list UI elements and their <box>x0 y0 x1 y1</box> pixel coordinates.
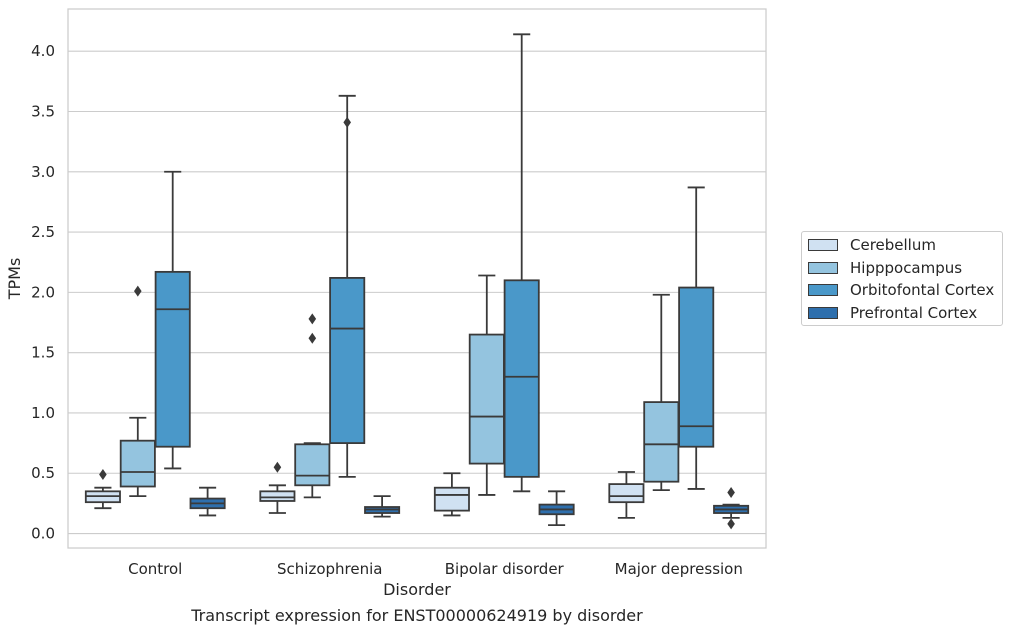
box-iqr <box>329 276 366 444</box>
box-iqr <box>468 333 505 465</box>
legend-item: Cerebellum <box>808 235 936 255</box>
y-tick-label: 3.0 <box>31 163 55 181</box>
box-iqr <box>678 286 715 448</box>
box-iqr <box>433 486 470 512</box>
box-cerebellum <box>433 472 470 517</box>
outlier-point <box>273 461 282 473</box>
legend-label: Orbitofontal Cortex <box>850 281 995 299</box>
legend-swatch <box>808 239 838 251</box>
box-iqr <box>119 439 156 488</box>
legend-label: Cerebellum <box>850 236 936 254</box>
chart-caption: Transcript expression for ENST0000062491… <box>191 606 643 625</box>
y-tick-label: 3.5 <box>31 102 55 120</box>
box-iqr <box>643 401 680 483</box>
x-tick-label: Major depression <box>615 560 743 578</box>
box-cerebellum <box>259 461 296 514</box>
box-iqr <box>294 443 331 487</box>
legend-label: Prefrontal Cortex <box>850 303 978 322</box>
box-hipppocampus <box>294 313 331 499</box>
box-hipppocampus <box>119 285 156 498</box>
box-hipppocampus <box>468 274 505 496</box>
box-prefrontal-cortex <box>364 495 401 518</box>
box-cerebellum <box>608 471 645 519</box>
legend-swatch <box>808 284 838 296</box>
box-iqr <box>503 279 540 478</box>
y-tick-label: 1.5 <box>31 344 55 362</box>
box-prefrontal-cortex <box>713 487 750 530</box>
legend-item: Orbitofontal Cortex <box>808 280 994 300</box>
box-hipppocampus <box>643 293 680 492</box>
outlier-point <box>308 332 317 344</box>
legend-item: Prefrontal Cortex <box>808 303 977 323</box>
outlier-point <box>727 487 735 499</box>
legend-swatch <box>808 261 838 274</box>
box-orbitofontal-cortex <box>154 170 191 470</box>
legend-swatch <box>808 306 838 319</box>
y-tick-label: 4.0 <box>31 42 55 60</box>
outlier-point <box>99 468 107 480</box>
x-tick-label: Schizophrenia <box>277 560 382 578</box>
x-tick-label: Bipolar disorder <box>445 560 565 578</box>
box-orbitofontal-cortex <box>503 33 540 493</box>
axis-ticks: 0.0 0.5 1.0 1.5 2.0 2.5 3.0 3.5 4.0 Control Schizo… <box>31 42 743 578</box>
box-cerebellum <box>84 468 121 510</box>
x-tick-label: Control <box>128 560 182 578</box>
outlier-point <box>343 116 351 128</box>
y-tick-label: 0.0 <box>31 525 55 543</box>
box-iqr <box>259 490 296 502</box>
box-iqr <box>608 483 645 504</box>
y-tick-label: 0.5 <box>31 464 55 482</box>
box-iqr <box>154 270 191 448</box>
legend: Cerebellum Hipppocampus Orbitofontal Corte… <box>801 231 1003 326</box>
x-axis-label: Disorder <box>383 580 451 599</box>
outlier-point <box>308 313 317 325</box>
y-tick-label: 2.5 <box>31 223 55 241</box>
plot-frame <box>67 8 767 549</box>
box-series <box>84 33 750 530</box>
box-prefrontal-cortex <box>189 486 226 517</box>
outlier-point <box>134 285 142 297</box>
box-orbitofontal-cortex <box>329 94 366 478</box>
outlier-point <box>727 518 735 530</box>
y-tick-label: 2.0 <box>31 283 55 301</box>
y-axis-label: TPMs <box>5 258 24 301</box>
box-prefrontal-cortex <box>538 490 575 526</box>
legend-item: Hipppocampus <box>808 258 962 278</box>
box-orbitofontal-cortex <box>678 186 715 490</box>
y-tick-label: 1.0 <box>31 404 55 422</box>
legend-label: Hipppocampus <box>850 258 963 277</box>
